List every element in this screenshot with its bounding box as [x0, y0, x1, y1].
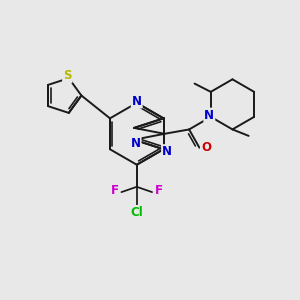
Text: F: F [111, 184, 119, 197]
Text: O: O [201, 141, 211, 154]
Text: S: S [63, 69, 72, 82]
Text: Cl: Cl [130, 206, 143, 219]
Text: F: F [154, 184, 163, 197]
Text: N: N [162, 145, 172, 158]
Text: N: N [130, 137, 141, 150]
Text: N: N [204, 109, 214, 122]
Text: N: N [132, 94, 142, 108]
